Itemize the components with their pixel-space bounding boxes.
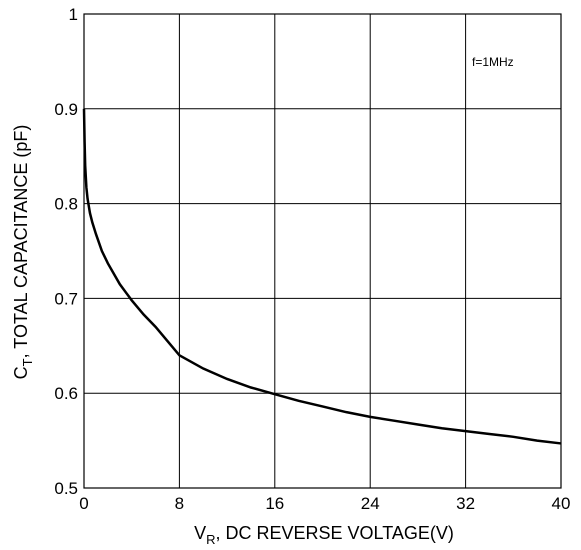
x-tick-label: 24 (361, 494, 380, 513)
y-tick-label: 0.8 (54, 195, 78, 214)
y-axis-label: CT, TOTAL CAPACITANCE (pF) (11, 125, 35, 380)
plot-frame (83, 13, 562, 489)
x-tick-labels: 0 8 16 24 32 40 (79, 494, 570, 513)
y-tick-label: 1 (69, 5, 78, 24)
capacitance-curve (82, 108, 562, 445)
x-tick-label: 8 (175, 494, 184, 513)
x-tick-label: 0 (79, 494, 88, 513)
frequency-annotation: f=1MHz (472, 55, 514, 69)
x-tick-label: 32 (456, 494, 475, 513)
x-axis-label: VR, DC REVERSE VOLTAGE(V) (194, 523, 454, 547)
y-tick-label: 0.9 (54, 100, 78, 119)
grid-lines (83, 13, 562, 489)
y-tick-label: 0.7 (54, 289, 78, 308)
x-tick-label: 40 (552, 494, 571, 513)
y-tick-labels: 0.5 0.6 0.7 0.8 0.9 1 (54, 5, 78, 498)
y-tick-label: 0.6 (54, 384, 78, 403)
y-tick-label: 0.5 (54, 479, 78, 498)
x-tick-label: 16 (265, 494, 284, 513)
